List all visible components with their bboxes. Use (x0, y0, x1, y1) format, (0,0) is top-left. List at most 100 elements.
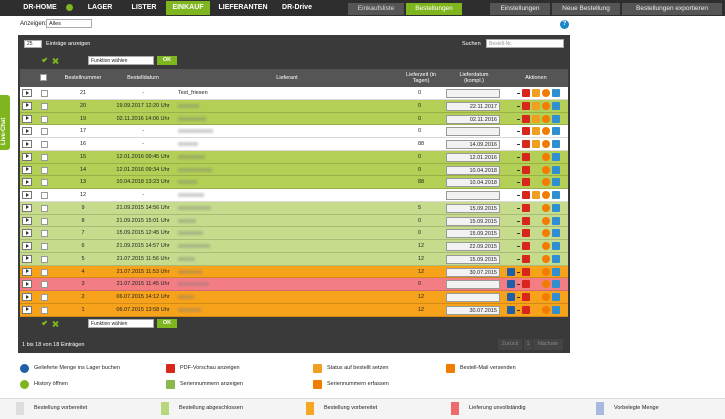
mail-icon[interactable] (552, 101, 560, 110)
pdf-icon[interactable] (522, 267, 530, 276)
column-header[interactable]: Lieferdatum (kompl.) (459, 72, 489, 84)
pagination-button[interactable]: 1 (524, 338, 532, 350)
status-icon[interactable] (532, 101, 540, 110)
row-checkbox[interactable] (41, 255, 48, 263)
mail-icon[interactable] (552, 140, 560, 148)
function-select[interactable]: Funktion wählen (88, 318, 154, 328)
history-icon[interactable] (542, 280, 550, 289)
column-header[interactable]: Aktionen (525, 75, 547, 81)
delivery-date-input[interactable]: 22.09.2015 (446, 242, 500, 251)
mail-icon[interactable] (552, 165, 560, 174)
history-icon[interactable] (542, 101, 550, 110)
history-icon[interactable] (542, 267, 550, 276)
history-icon[interactable] (542, 242, 550, 250)
history-icon[interactable] (542, 254, 550, 263)
status-icon[interactable] (532, 89, 540, 97)
status-icon[interactable] (532, 127, 540, 136)
nav-item[interactable]: DR-Drive (282, 4, 312, 11)
delivery-date-input[interactable]: 12.01.2016 (446, 152, 500, 162)
pdf-icon[interactable] (522, 191, 530, 199)
row-checkbox[interactable] (41, 217, 48, 225)
row-checkbox[interactable] (41, 90, 48, 97)
live-chat-tab[interactable]: Live-Chat (0, 95, 10, 150)
history-icon[interactable] (542, 89, 550, 97)
row-checkbox[interactable] (41, 179, 48, 187)
row-checkbox[interactable] (41, 115, 48, 123)
ok-button[interactable]: OK (157, 56, 177, 65)
pdf-icon[interactable] (522, 203, 530, 212)
row-checkbox[interactable] (41, 268, 48, 276)
delivery-date-input[interactable]: 22.11.2017 (446, 101, 500, 111)
row-checkbox[interactable] (41, 153, 48, 161)
row-checkbox[interactable] (41, 166, 48, 174)
pdf-icon[interactable] (522, 165, 530, 174)
row-checkbox[interactable] (41, 230, 48, 238)
delivery-date-input[interactable] (446, 293, 500, 302)
history-icon[interactable] (542, 152, 550, 161)
column-header[interactable]: Lieferzeit (in Tagen) (406, 72, 436, 84)
nav-item[interactable]: DR-HOME (23, 4, 57, 11)
pdf-icon[interactable] (522, 101, 530, 110)
pdf-icon[interactable] (522, 127, 530, 136)
book-delivery-icon[interactable] (507, 305, 515, 314)
delivery-date-input[interactable] (446, 89, 500, 98)
status-icon[interactable] (532, 191, 540, 199)
mail-icon[interactable] (552, 152, 560, 161)
page-size-select[interactable]: 25 (24, 40, 42, 48)
pdf-icon[interactable] (522, 140, 530, 148)
history-icon[interactable] (542, 305, 550, 314)
mail-icon[interactable] (552, 127, 560, 136)
delivery-date-input[interactable]: 15.09.2015 (446, 229, 500, 239)
history-icon[interactable] (542, 203, 550, 212)
mail-icon[interactable] (552, 293, 560, 301)
book-delivery-icon[interactable] (507, 280, 515, 289)
pdf-icon[interactable] (522, 114, 530, 123)
nav-item[interactable]: LIEFERANTEN (218, 4, 268, 11)
status-icon[interactable] (532, 114, 540, 123)
delivery-date-input[interactable]: 10.04.2018 (446, 178, 500, 188)
mail-icon[interactable] (552, 114, 560, 123)
row-checkbox[interactable] (41, 243, 48, 250)
pdf-icon[interactable] (522, 254, 530, 263)
mail-icon[interactable] (552, 305, 560, 314)
function-select[interactable]: Funktion wählen (88, 56, 154, 65)
book-delivery-icon[interactable] (507, 293, 515, 301)
pagination-button[interactable]: Nächste (533, 338, 563, 350)
row-checkbox[interactable] (41, 141, 48, 148)
column-header[interactable]: Lieferant (276, 75, 298, 81)
search-input[interactable]: Bestell-Nr. (486, 39, 564, 48)
pdf-icon[interactable] (522, 152, 530, 161)
row-checkbox[interactable] (41, 281, 48, 289)
pdf-icon[interactable] (522, 280, 530, 289)
history-icon[interactable] (542, 216, 550, 225)
action-button[interactable]: Bestellungen exportieren (622, 3, 722, 15)
row-checkbox[interactable] (41, 128, 48, 136)
nav-item[interactable]: LISTER (131, 4, 157, 11)
delivery-date-input[interactable]: 15.09.2015 (446, 216, 500, 226)
subnav-item[interactable]: Einkaufsliste (348, 3, 404, 15)
filter-select[interactable]: Alles (46, 19, 92, 28)
mail-icon[interactable] (552, 191, 560, 199)
delivery-date-input[interactable]: 14.09.2016 (446, 140, 500, 149)
row-checkbox[interactable] (41, 192, 48, 199)
history-icon[interactable] (542, 178, 550, 187)
delivery-date-input[interactable]: 15.09.2015 (446, 254, 500, 264)
history-icon[interactable] (542, 114, 550, 123)
column-header[interactable]: Bestelldatum (127, 75, 159, 81)
history-icon[interactable] (542, 140, 550, 148)
mail-icon[interactable] (552, 229, 560, 238)
pdf-icon[interactable] (522, 216, 530, 225)
delivery-date-input[interactable]: 15.09.2015 (446, 203, 500, 213)
subnav-item[interactable]: Bestellungen (406, 3, 462, 15)
delivery-date-input[interactable] (446, 127, 500, 137)
action-button[interactable]: Einstellungen (490, 3, 550, 15)
mail-icon[interactable] (552, 203, 560, 212)
mail-icon[interactable] (552, 216, 560, 225)
action-button[interactable]: Neue Bestellung (552, 3, 620, 15)
mail-icon[interactable] (552, 254, 560, 263)
mail-icon[interactable] (552, 178, 560, 187)
pdf-icon[interactable] (522, 89, 530, 97)
mail-icon[interactable] (552, 89, 560, 97)
pdf-icon[interactable] (522, 242, 530, 250)
book-delivery-icon[interactable] (507, 267, 515, 276)
